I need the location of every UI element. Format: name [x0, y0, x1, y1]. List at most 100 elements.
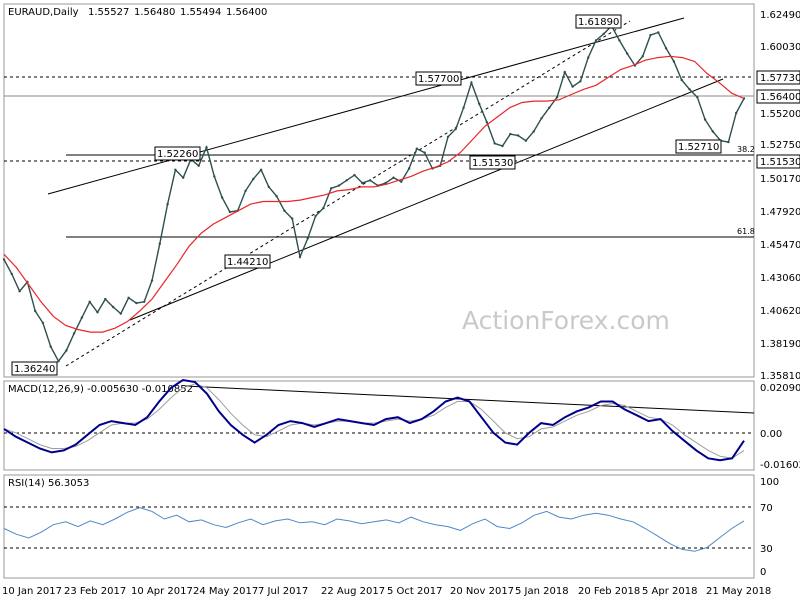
ohlc-open: 1.55527	[88, 7, 129, 18]
price-tick: 1.55200	[760, 109, 800, 120]
price-point	[220, 196, 224, 199]
price-tick: 1.52750	[760, 140, 800, 151]
price-series-points	[2, 24, 746, 363]
price-point	[696, 96, 699, 99]
price-point	[548, 106, 551, 109]
price-point	[672, 60, 676, 63]
level-label-157730-text: 1.57730	[760, 73, 800, 84]
price-tick: 1.38190	[760, 339, 800, 350]
price-point	[88, 300, 91, 303]
price-tick: 1.50170	[760, 174, 800, 185]
sma-series-line	[3, 55, 745, 333]
macd-panel: MACD(12,26,9) -0.005630 -0.010852 0.0209…	[3, 378, 800, 471]
macd-tick: -0.016023	[760, 460, 800, 471]
price-point	[252, 177, 255, 181]
price-point	[34, 309, 37, 313]
price-point	[532, 130, 535, 133]
annotation-161890-text: 1.61890	[578, 17, 619, 28]
price-point	[353, 173, 356, 177]
price-point	[80, 316, 84, 319]
price-point	[641, 55, 644, 58]
price-point	[72, 332, 76, 335]
price-series-line	[3, 24, 745, 363]
price-point	[587, 56, 590, 59]
price-point	[127, 296, 130, 299]
rsi-tick: 30	[760, 544, 773, 555]
date-tick: 23 Feb 2017	[64, 586, 126, 597]
annotation-157700: 1.57700	[415, 71, 462, 86]
current-price-label-text: 1.56400	[760, 92, 800, 103]
price-point	[664, 47, 668, 50]
rsi-plot-area	[3, 474, 755, 579]
price-point	[594, 39, 598, 42]
date-tick: 5 Oct 2017	[387, 586, 442, 597]
price-point	[119, 312, 123, 315]
annotation-136240-text: 1.36240	[14, 364, 55, 375]
price-point	[392, 176, 395, 179]
price-point	[322, 206, 325, 210]
price-point	[462, 106, 465, 109]
annotation-152260-text: 1.52260	[157, 149, 198, 160]
price-point	[150, 279, 154, 282]
date-tick: 24 May 2017	[193, 586, 258, 597]
price-point	[111, 305, 115, 309]
date-tick: 7 Jul 2017	[258, 586, 308, 597]
price-panel-title: EURAUD,Daily	[8, 7, 79, 18]
price-point	[407, 167, 411, 170]
price-point	[446, 135, 450, 138]
price-point	[415, 147, 418, 150]
price-point	[680, 78, 683, 82]
price-point	[314, 214, 317, 218]
date-tick: 21 May 2018	[706, 586, 771, 597]
annotation-144210: 1.44210	[224, 254, 271, 269]
price-point	[345, 179, 348, 182]
price-point	[135, 301, 138, 305]
price-tick: 1.40620	[760, 306, 800, 317]
date-tick: 20 Nov 2017	[450, 586, 514, 597]
price-point	[41, 321, 45, 325]
price-point	[166, 202, 169, 206]
price-point	[143, 300, 146, 303]
channel-lower-line	[129, 78, 724, 321]
price-point	[423, 151, 426, 154]
annotation-161890: 1.61890	[575, 14, 622, 29]
fib-61-label: 61.8	[737, 227, 755, 236]
price-point	[291, 217, 294, 220]
ohlc-high: 1.56480	[134, 7, 175, 18]
price-panel: EURAUD,Daily 1.55527 1.56480 1.55494 1.5…	[2, 3, 800, 382]
rsi-panel-title: RSI(14) 56.3053	[8, 478, 89, 489]
rsi-tick: 100	[760, 477, 779, 488]
date-tick: 10 Jan 2017	[2, 586, 62, 597]
price-point	[509, 132, 512, 136]
price-point	[361, 181, 364, 185]
price-point	[454, 127, 457, 131]
date-tick: 20 Feb 2018	[578, 586, 640, 597]
annotation-152260: 1.52260	[154, 146, 201, 161]
macd-tick: 0.00	[760, 429, 782, 440]
current-price-label: 1.56400	[756, 89, 800, 104]
channel-upper-line	[47, 17, 685, 195]
price-point	[259, 168, 263, 171]
price-point	[174, 168, 177, 171]
price-point	[571, 85, 574, 88]
annotation-151530-text: 1.51530	[472, 158, 513, 169]
price-point	[182, 176, 185, 179]
price-plot-area	[3, 3, 755, 378]
date-tick: 22 Aug 2017	[321, 586, 385, 597]
price-point	[283, 209, 286, 212]
price-point	[104, 297, 107, 301]
rsi-tick: 70	[760, 503, 773, 514]
annotation-152710: 1.52710	[675, 139, 722, 154]
annotation-144210-text: 1.44210	[227, 257, 268, 268]
price-point	[626, 52, 629, 55]
price-point	[555, 96, 559, 99]
price-tick: 1.62490	[760, 10, 800, 21]
price-point	[244, 189, 247, 193]
price-point	[213, 175, 216, 178]
date-tick: 5 Jan 2018	[515, 586, 569, 597]
price-point	[579, 80, 582, 83]
rsi-panel: RSI(14) 56.3053 100 70 30 0	[3, 474, 779, 579]
price-point	[703, 118, 707, 121]
inner-trend-dashed-line	[65, 20, 631, 367]
price-point	[96, 311, 99, 314]
